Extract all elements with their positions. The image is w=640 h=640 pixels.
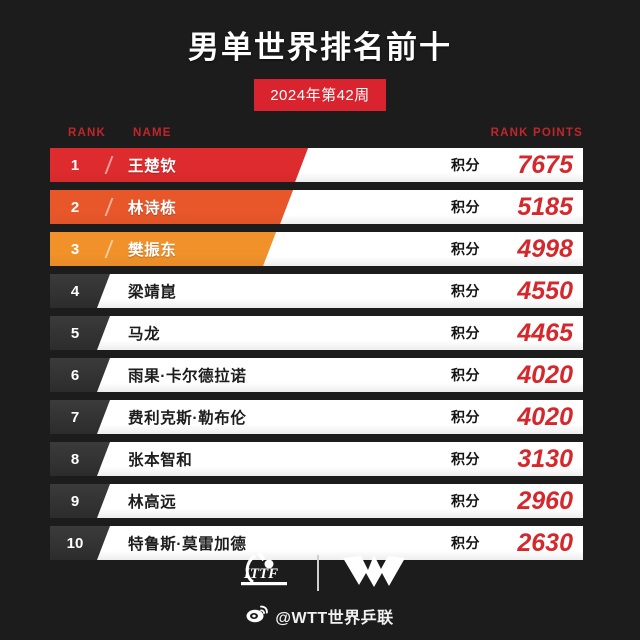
player-name: 张本智和	[128, 452, 193, 469]
column-header-name: NAME	[133, 127, 172, 139]
table-row: 2 林诗栋 积分 5185	[50, 190, 583, 224]
handle-text: @WTT世界乒联	[275, 610, 394, 627]
column-header-points: RANK POINTS	[490, 127, 583, 139]
page-title: 男单世界排名前十	[188, 30, 452, 65]
points-label: 积分	[451, 535, 480, 551]
player-name: 林高远	[128, 494, 177, 511]
player-name: 樊振东	[128, 242, 177, 259]
points-value: 4020	[517, 402, 573, 431]
table-row: 8 张本智和 积分 3130	[50, 442, 583, 476]
week-badge: 2024年第42周	[254, 79, 386, 111]
column-headers: RANK NAME RANK POINTS	[0, 123, 640, 145]
table-row: 1 王楚钦 积分 7675	[50, 148, 583, 182]
table-row: 10 特鲁斯·莫雷加德 积分 2630	[50, 526, 583, 560]
ittf-logo: ITTF	[233, 549, 295, 598]
table-row: 6 雨果·卡尔德拉诺 积分 4020	[50, 358, 583, 392]
points-label: 积分	[451, 325, 480, 341]
row-bar-background	[88, 358, 583, 392]
points-label: 积分	[451, 241, 480, 257]
points-value: 3130	[517, 444, 573, 473]
footer: ITTF @WTT世界乒联	[0, 540, 640, 640]
row-bar-background	[88, 484, 583, 518]
row-bar-background	[88, 442, 583, 476]
row-highlight-bar	[50, 232, 276, 266]
logo-row: ITTF	[233, 548, 407, 598]
points-value: 4550	[517, 276, 573, 305]
rank-number: 2	[70, 198, 80, 216]
row-highlight-bar	[50, 190, 293, 224]
points-label: 积分	[451, 283, 480, 299]
row-bar-background	[88, 274, 583, 308]
points-group: 积分 7675	[451, 148, 573, 182]
row-bar-background	[88, 400, 583, 434]
points-label: 积分	[451, 367, 480, 383]
header: 男单世界排名前十 2024年第42周	[0, 0, 640, 111]
points-value: 5185	[517, 192, 573, 221]
rank-number: 8	[70, 450, 80, 468]
table-row: 3 樊振东 积分 4998	[50, 232, 583, 266]
points-value: 4465	[517, 318, 573, 347]
wtt-logo	[341, 552, 407, 595]
logo-divider	[317, 555, 319, 591]
points-value: 4998	[517, 234, 573, 263]
points-group: 积分 5185	[451, 190, 573, 224]
points-group: 积分 4020	[451, 400, 573, 434]
rank-number: 7	[70, 408, 80, 426]
svg-text:ITTF: ITTF	[243, 566, 278, 582]
row-bar-background	[88, 316, 583, 350]
player-name: 费利克斯·勒布伦	[128, 410, 247, 427]
player-name: 特鲁斯·莫雷加德	[128, 536, 247, 553]
table-row: 9 林高远 积分 2960	[50, 484, 583, 518]
week-badge-wrap: 2024年第42周	[0, 79, 640, 111]
points-group: 积分 4550	[451, 274, 573, 308]
points-group: 积分 4020	[451, 358, 573, 392]
rank-number: 6	[70, 366, 80, 384]
rank-number: 5	[70, 324, 80, 342]
points-label: 积分	[451, 493, 480, 509]
points-group: 积分 3130	[451, 442, 573, 476]
weibo-icon	[246, 605, 269, 628]
points-label: 积分	[451, 157, 480, 173]
player-name: 梁靖崑	[128, 284, 177, 301]
points-label: 积分	[451, 199, 480, 215]
rank-number: 9	[70, 492, 80, 510]
rank-number: 4	[70, 282, 80, 300]
rank-number: 3	[70, 240, 80, 258]
player-name: 王楚钦	[128, 158, 177, 175]
row-bar-background	[88, 526, 583, 560]
rank-number: 1	[70, 156, 80, 174]
column-header-rank: RANK	[68, 127, 107, 139]
player-name: 马龙	[128, 326, 161, 343]
points-group: 积分 4998	[451, 232, 573, 266]
ranking-table: 1 王楚钦 积分 7675 2 林诗栋 积分 5185 3 樊振东 积分 4998 4 梁靖崑 积分 4550…	[0, 148, 640, 560]
table-row: 5 马龙 积分 4465	[50, 316, 583, 350]
table-row: 7 费利克斯·勒布伦 积分 4020	[50, 400, 583, 434]
points-group: 积分 4465	[451, 316, 573, 350]
points-group: 积分 2960	[451, 484, 573, 518]
points-value: 4020	[517, 360, 573, 389]
player-name: 雨果·卡尔德拉诺	[128, 368, 247, 385]
points-label: 积分	[451, 409, 480, 425]
player-name: 林诗栋	[128, 200, 177, 217]
row-highlight-bar	[50, 148, 308, 182]
points-value: 2630	[517, 528, 573, 557]
points-value: 7675	[517, 150, 573, 179]
table-row: 4 梁靖崑 积分 4550	[50, 274, 583, 308]
points-group: 积分 2630	[451, 526, 573, 560]
rank-number: 10	[66, 534, 84, 552]
points-label: 积分	[451, 451, 480, 467]
social-handle[interactable]: @WTT世界乒联	[246, 604, 393, 628]
points-value: 2960	[517, 486, 573, 515]
